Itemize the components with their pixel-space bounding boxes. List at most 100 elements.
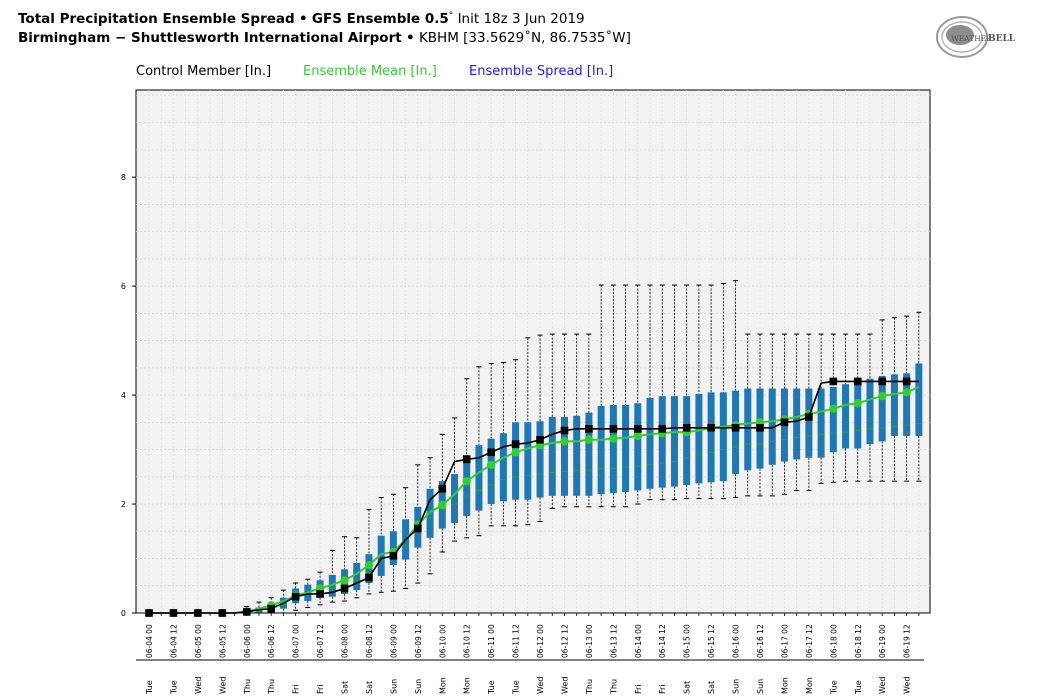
x-day-label: Wed (878, 677, 887, 694)
chart-subtitle: Birmingham − Shuttlesworth International… (18, 30, 631, 46)
control-point (609, 425, 618, 433)
chart-title: Total Precipitation Ensemble Spread • GF… (18, 11, 585, 27)
x-date-label: 06-19 00 (878, 624, 887, 658)
mean-point (486, 460, 496, 470)
mean-point (462, 476, 471, 486)
x-date-label: 06-05 12 (218, 624, 227, 658)
spread-box (548, 416, 556, 496)
spread-box (695, 393, 703, 484)
y-tick-label: 6 (121, 282, 126, 291)
x-date-label: 06-18 00 (829, 624, 838, 658)
x-day-label: Wed (536, 677, 545, 694)
x-date-label: 06-18 12 (854, 624, 863, 658)
control-point (267, 604, 275, 613)
x-date-label: 06-04 00 (145, 624, 154, 658)
x-day-label: Wed (903, 677, 912, 694)
control-point (731, 423, 740, 432)
control-point (487, 448, 495, 457)
x-date-label: 06-08 00 (341, 624, 350, 658)
x-day-label: Thu (243, 679, 252, 695)
x-date-label: 06-16 00 (732, 624, 741, 658)
spread-box (622, 404, 630, 493)
x-date-label: 06-10 12 (463, 624, 472, 658)
spread-box (670, 396, 678, 487)
x-day-label: Sat (683, 681, 692, 694)
x-date-label: 06-13 12 (609, 624, 618, 658)
mean-point (584, 435, 594, 444)
spread-box (732, 390, 740, 475)
mean-point (878, 391, 887, 401)
x-day-label: Tue (145, 680, 154, 695)
spread-box (585, 412, 593, 496)
control-point (536, 435, 544, 444)
control-point (585, 425, 593, 433)
x-day-label: Fri (634, 684, 643, 694)
x-day-label: Sat (365, 681, 374, 694)
y-tick-label: 4 (121, 391, 126, 400)
mean-point (609, 434, 618, 443)
weatherbell-logo: WEATHER BELL (936, 14, 1022, 60)
title-degree: ° (448, 11, 454, 21)
x-date-label: 06-04 12 (169, 624, 178, 658)
spread-box (646, 397, 654, 489)
spread-box (805, 388, 813, 458)
x-date-label: 06-12 12 (560, 624, 569, 658)
spread-box (866, 378, 874, 445)
control-point (780, 418, 789, 427)
legend-spread: Ensemble Spread [In.] (469, 64, 614, 79)
x-date-label: 06-11 00 (487, 624, 496, 658)
spread-box (878, 376, 886, 442)
spread-box (890, 374, 898, 436)
legend-control: Control Member [In.] (136, 64, 272, 79)
x-day-label: Fri (658, 684, 667, 694)
x-day-label: Thu (267, 679, 276, 695)
spread-box (353, 562, 361, 591)
spread-box (707, 392, 715, 483)
spread-box (915, 363, 923, 436)
x-date-label: 06-16 12 (756, 624, 765, 658)
spread-box (487, 438, 495, 505)
spread-box (842, 384, 850, 449)
legend-mean: Ensemble Mean [In.] (303, 64, 437, 79)
title-main: Total Precipitation Ensemble Spread (18, 11, 295, 27)
y-tick-label: 2 (121, 500, 126, 509)
control-point (805, 413, 813, 421)
control-point (634, 425, 642, 433)
x-date-label: 06-07 12 (316, 624, 325, 658)
spread-box (328, 574, 336, 597)
x-day-label: Sat (341, 681, 350, 694)
spread-box (499, 433, 507, 502)
svg-text:BELL: BELL (988, 34, 1016, 44)
control-point (414, 524, 422, 533)
control-point (707, 423, 715, 432)
x-date-label: 06-12 00 (536, 624, 545, 658)
spread-box (793, 388, 801, 460)
x-date-label: 06-15 12 (707, 624, 716, 658)
spread-box (463, 455, 471, 517)
x-day-label: Mon (463, 677, 472, 694)
x-date-label: 06-15 00 (683, 624, 692, 658)
spread-box (744, 388, 752, 471)
spread-box (829, 386, 837, 453)
mean-point (902, 388, 911, 397)
control-point (511, 440, 520, 448)
spread-box (768, 388, 776, 465)
x-day-label: Sun (756, 679, 765, 694)
spread-box (451, 474, 458, 524)
spread-box (903, 373, 911, 436)
spread-box (524, 422, 532, 500)
control-line (149, 380, 919, 614)
x-date-label: 06-08 12 (365, 624, 374, 658)
x-day-label: Wed (560, 677, 569, 694)
spread-box (609, 404, 617, 494)
x-date-label: 06-13 00 (585, 624, 594, 658)
title-init: Init 18z 3 Jun 2019 (457, 11, 585, 27)
x-date-label: 06-06 00 (243, 624, 252, 658)
spread-box (719, 392, 727, 482)
x-date-label: 06-19 12 (903, 624, 912, 658)
x-date-label: 06-05 00 (194, 624, 203, 658)
x-day-label: Sat (707, 681, 716, 694)
control-point (462, 455, 471, 464)
x-date-label: 06-09 12 (414, 624, 423, 658)
x-axis: 06-04 00 06-04 12 06-05 00 06-05 12 06-06 00… (136, 613, 924, 695)
